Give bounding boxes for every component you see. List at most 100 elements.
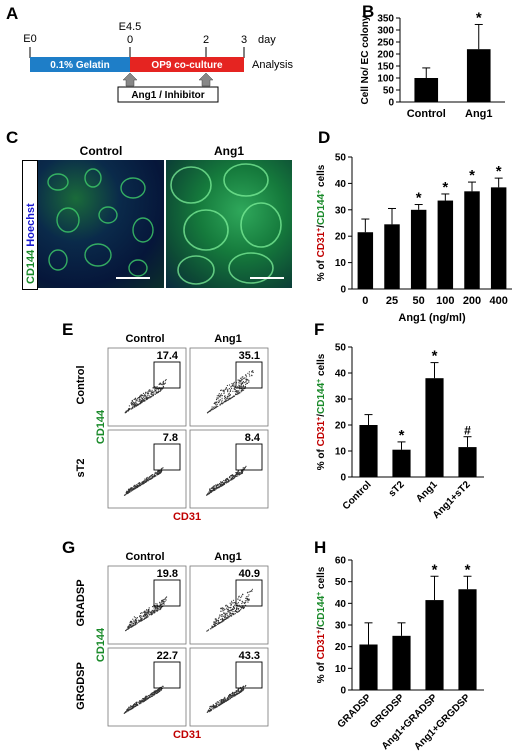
flow-dot xyxy=(240,472,242,474)
flow-dot xyxy=(127,410,129,412)
flow-dot xyxy=(158,690,160,692)
flow-dot xyxy=(236,393,238,396)
flow-dot xyxy=(165,379,167,381)
flow-dot xyxy=(157,391,160,393)
flow-dot xyxy=(237,607,239,609)
flow-dot xyxy=(235,608,238,611)
bar xyxy=(392,635,411,690)
flow-dot xyxy=(157,691,159,693)
panel-letter-g: G xyxy=(62,538,76,557)
flow-dot xyxy=(131,488,133,490)
bar xyxy=(414,78,439,102)
flow-dot xyxy=(230,389,232,391)
flow-dot xyxy=(127,708,129,710)
bar xyxy=(359,425,378,477)
flow-dot xyxy=(152,694,155,696)
flow-dot xyxy=(222,700,225,702)
flow-dot xyxy=(217,401,220,403)
flow-dot xyxy=(126,709,128,711)
flow-col1-title: Control xyxy=(125,551,164,563)
flow-dot xyxy=(215,485,217,487)
flow-dot xyxy=(136,486,138,488)
x-tick-label: 0 xyxy=(362,295,368,307)
ylabel-part-p1: % of xyxy=(316,659,327,683)
flow-dot xyxy=(209,707,211,710)
flow-dot xyxy=(148,695,150,697)
flow-dot xyxy=(148,697,150,699)
flow-dot xyxy=(140,612,142,614)
bar xyxy=(357,232,374,289)
flow-dot xyxy=(133,485,135,487)
flow-dot xyxy=(217,405,219,407)
flow-dot xyxy=(225,699,227,701)
flow-dot xyxy=(224,401,226,403)
label-day0: 0 xyxy=(127,34,133,46)
flow-dot xyxy=(209,488,211,490)
flow-dot xyxy=(151,395,153,397)
flow-dot xyxy=(157,470,159,472)
flow-dot xyxy=(154,393,156,395)
ylabel-part-plus1: + xyxy=(316,228,323,232)
flow-dot xyxy=(236,611,239,613)
flow-dot xyxy=(232,696,234,698)
flow-dot xyxy=(244,385,246,387)
panel-letter-c: C xyxy=(6,128,19,147)
flow-dot xyxy=(224,696,226,698)
flow-dot xyxy=(135,401,137,403)
flow-dot xyxy=(242,594,244,596)
bar xyxy=(458,589,477,690)
flow-dot xyxy=(144,617,146,619)
flow-dot xyxy=(136,397,139,399)
flow-dot xyxy=(240,379,242,381)
flow-dot xyxy=(211,487,213,489)
flow-dot xyxy=(248,371,250,373)
flow-gate xyxy=(235,361,263,389)
x-tick-label: 200 xyxy=(463,295,481,307)
flow-dot xyxy=(155,472,157,474)
flow-dot xyxy=(218,617,220,619)
flow-dot xyxy=(158,472,160,475)
flow-dots xyxy=(206,465,247,496)
flow-dot xyxy=(146,396,148,398)
flow-dot xyxy=(150,611,152,613)
flow-dot xyxy=(152,395,154,397)
flow-dot xyxy=(126,492,128,494)
flow-dot xyxy=(221,607,223,609)
flow-dot xyxy=(128,488,131,490)
flow-dot xyxy=(227,399,229,401)
x-tick-label: GRADSP xyxy=(336,692,374,730)
y-tick-label: 50 xyxy=(335,343,347,354)
flow-dot xyxy=(245,381,247,383)
flow-dot xyxy=(124,711,126,713)
flow-dot xyxy=(147,609,149,611)
flow-dot xyxy=(232,602,234,604)
micro-control-title: Control xyxy=(79,144,123,158)
y-axis-label: % of CD31+/CD144+ cells xyxy=(316,164,328,281)
flow-dot xyxy=(237,386,239,388)
flow-dot xyxy=(228,480,230,483)
flow-dot xyxy=(241,389,243,391)
flow-dot xyxy=(224,397,226,399)
flow-dot xyxy=(213,624,215,626)
flow-dot xyxy=(236,471,238,474)
flow-dot xyxy=(234,476,236,478)
flow-dot xyxy=(133,616,135,618)
flow-dot xyxy=(225,480,227,482)
flow-dot xyxy=(148,614,150,616)
flow-dot xyxy=(223,612,225,614)
flow-dot xyxy=(128,409,130,411)
flow-dot xyxy=(153,391,155,393)
flow-dot xyxy=(220,618,222,621)
flow-gate-percent: 19.8 xyxy=(157,568,178,580)
flow-dot xyxy=(154,611,156,613)
flow-dot xyxy=(128,623,131,625)
flow-dot xyxy=(155,610,157,612)
flow-dot xyxy=(241,471,243,473)
flow-dot xyxy=(237,390,239,392)
flow-dot xyxy=(242,381,244,383)
flow-dot xyxy=(215,625,217,627)
flow-dot xyxy=(227,606,229,608)
flow-dot xyxy=(206,630,208,632)
flow-dot xyxy=(223,620,225,622)
flow-dot xyxy=(145,697,147,699)
